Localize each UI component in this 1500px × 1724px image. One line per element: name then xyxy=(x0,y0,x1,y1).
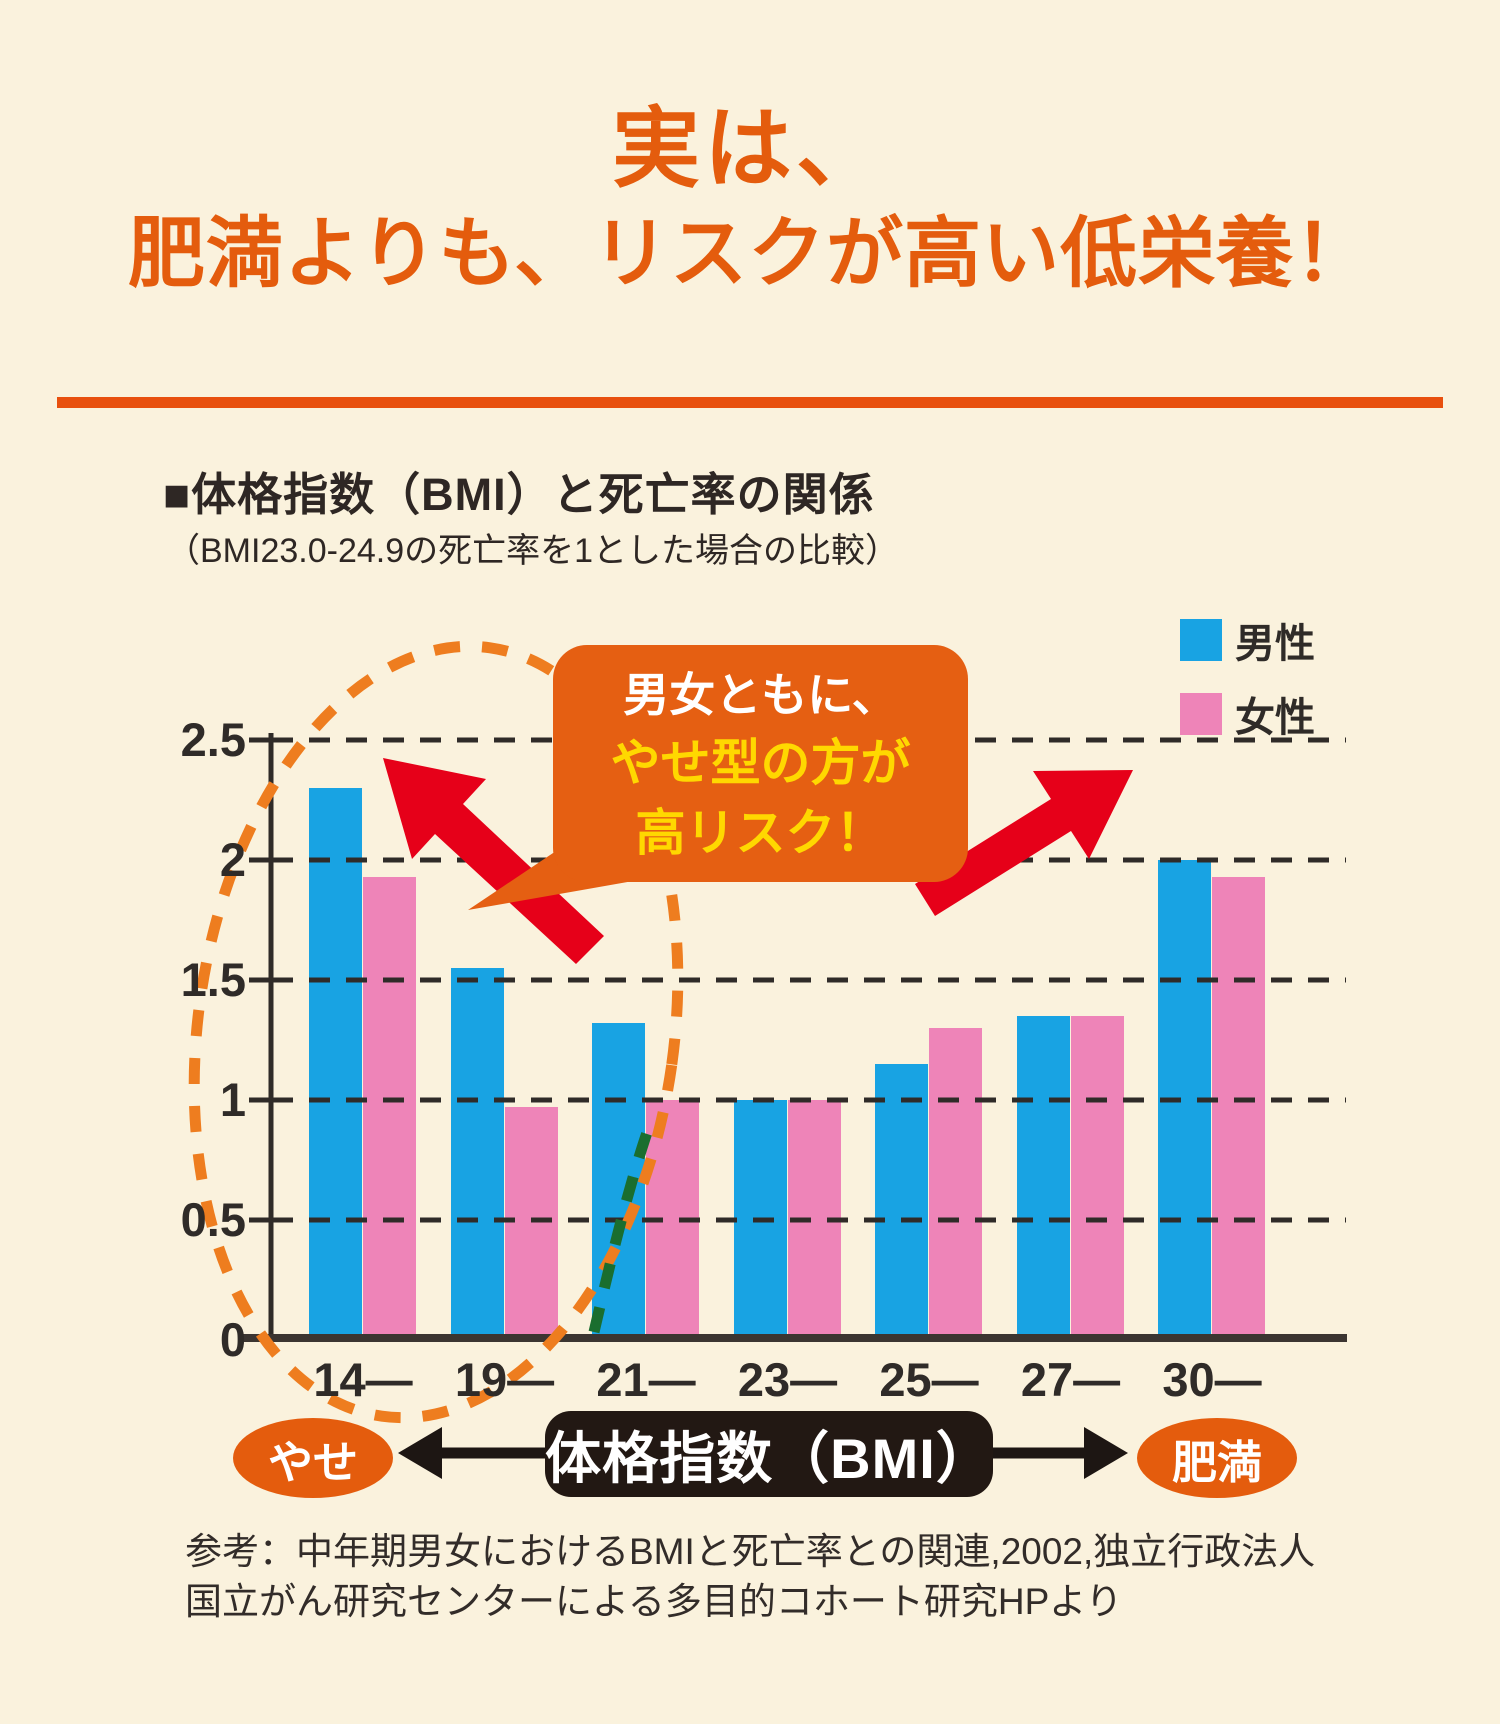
y-tick-label-2: 2 xyxy=(219,833,246,886)
chart-title: ■体格指数（BMI）と死亡率の関係 xyxy=(163,469,875,520)
bar-男性-14— xyxy=(309,788,362,1340)
x-tick-label-14—: 14— xyxy=(313,1353,413,1406)
bar-女性-19— xyxy=(504,1107,558,1340)
title-divider-rule xyxy=(57,397,1443,408)
bmi-axis-title: 体格指数（BMI） xyxy=(545,1426,993,1490)
obese-label-oval: 肥満 xyxy=(1137,1418,1297,1498)
bar-女性-30— xyxy=(1212,876,1265,1340)
y-tick-label-0: 0 xyxy=(219,1313,246,1366)
bar-男性-21— xyxy=(592,1023,645,1340)
bar-女性-27— xyxy=(1070,1016,1124,1340)
x-tick-label-21—: 21— xyxy=(596,1353,696,1406)
bar-女性-25— xyxy=(929,1028,982,1340)
obese-label: 肥満 xyxy=(1171,1436,1262,1488)
bar-男性-25— xyxy=(875,1064,928,1340)
thin-label: やせ xyxy=(267,1436,358,1488)
page-title-line1: 実は、 xyxy=(611,99,888,198)
bar-男性-23— xyxy=(733,1100,787,1340)
y-tick-label-1: 1 xyxy=(219,1073,246,1126)
bmi-axis-title-box: 体格指数（BMI） xyxy=(545,1411,993,1497)
source-footnote-line2: 国立がん研究センターによる多目的コホート研究HPより xyxy=(185,1581,1123,1622)
y-tick-label-1.5: 1.5 xyxy=(180,953,246,1006)
female-color-swatch xyxy=(1180,693,1222,735)
callout-line2: やせ型の方が xyxy=(610,735,911,791)
source-footnote-line1: 参考：中年期男女におけるBMIと死亡率との関連,2002,独立行政法人 xyxy=(185,1531,1316,1572)
bar-男性-30— xyxy=(1158,860,1211,1340)
x-tick-label-27—: 27— xyxy=(1020,1353,1121,1406)
callout-bubble: 男女ともに、 やせ型の方が 高リスク！ xyxy=(553,645,968,882)
x-tick-label-23—: 23— xyxy=(737,1353,838,1406)
source-footnote: 参考：中年期男女におけるBMIと死亡率との関連,2002,独立行政法人 国立がん… xyxy=(185,1527,1335,1627)
x-tick-label-19—: 19— xyxy=(454,1353,555,1406)
bar-女性-21— xyxy=(646,1100,699,1340)
x-tick-label-25—: 25— xyxy=(879,1353,979,1406)
chart-legend: 男性 女性 xyxy=(1180,611,1315,759)
legend-label-male: 男性 xyxy=(1235,622,1315,666)
legend-item-male: 男性 xyxy=(1180,611,1315,669)
x-tick-label-30—: 30— xyxy=(1162,1353,1262,1406)
callout-line3: 高リスク！ xyxy=(635,805,886,861)
legend-label-female: 女性 xyxy=(1235,696,1315,740)
y-tick-label-0.5: 0.5 xyxy=(180,1193,246,1246)
bar-女性-23— xyxy=(787,1100,841,1340)
bar-男性-27— xyxy=(1016,1016,1070,1340)
y-tick-label-2.5: 2.5 xyxy=(180,713,246,766)
bar-男性-19— xyxy=(450,968,504,1340)
chart-subtitle: （BMI23.0-24.9の死亡率を1とした場合の比較） xyxy=(166,532,900,570)
thin-label-oval: やせ xyxy=(233,1418,393,1498)
legend-item-female: 女性 xyxy=(1180,685,1315,743)
bar-女性-14— xyxy=(363,876,416,1340)
page-title: 実は、 肥満よりも、リスクが高い低栄養！ xyxy=(0,92,1500,303)
callout-line1: 男女ともに、 xyxy=(623,669,898,721)
page-title-line2: 肥満よりも、リスクが高い低栄養！ xyxy=(127,211,1373,298)
male-color-swatch xyxy=(1180,619,1222,661)
